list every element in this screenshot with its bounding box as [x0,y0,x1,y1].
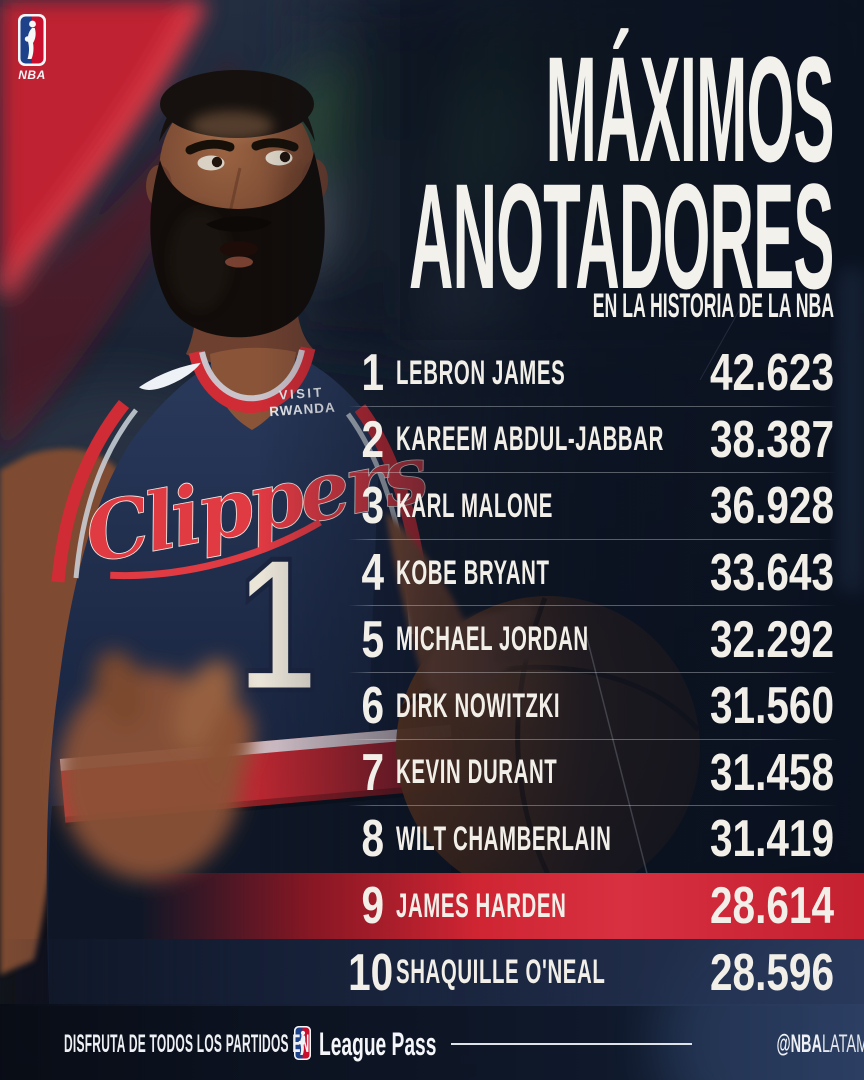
player-name-cell: MICHAEL JORDAN [396,620,589,659]
points-value: 32.292 [709,610,834,669]
rank-number: 3 [361,477,384,536]
nba-league-pass-logo [294,1026,311,1060]
ranking-row-8: 8 WILT CHAMBERLAIN 31.419 [0,806,864,873]
player-left-hand [58,650,254,880]
player-name-cell: WILT CHAMBERLAIN [396,819,612,858]
player-name-cell: KAREEM ABDUL-JABBAR [396,420,664,459]
nike-swoosh-icon [139,362,201,390]
rank-number: 5 [361,610,384,669]
row-divider [348,405,838,407]
ranking-row-10: 10 SHAQUILLE O'NEAL 28.596 [0,939,864,1006]
points-value: 36.928 [709,477,834,536]
rank-number: 8 [361,810,384,869]
nba-logo: NBA [18,14,46,82]
mouth [220,241,258,257]
ranking-row-7: 7 KEVIN DURANT 31.458 [0,740,864,807]
player-name-cell: KARL MALONE [396,486,553,525]
footer-promo-cell: DISFRUTA DE TODOS LOS PARTIDOS EN [64,1030,309,1059]
player-name-cell: SHAQUILLE O'NEAL [396,953,606,992]
footer: DISFRUTA DE TODOS LOS PARTIDOS EN League… [64,1024,864,1064]
points-value: 28.614 [709,877,834,936]
rank-number: 10 [348,943,394,1002]
league-pass-wordmark: League Pass [319,1025,437,1062]
row-divider [348,472,838,474]
eyebrows [185,139,235,155]
rank-number: 4 [361,544,384,603]
ranking-row-1: 1 LEBRON JAMES 42.623 [0,340,864,407]
rank-number: 2 [361,410,384,469]
player-name-cell: KOBE BRYANT [396,553,550,592]
rank-number: 6 [361,677,384,736]
row-divider [348,605,838,607]
ranking-row-3: 3 KARL MALONE 36.928 [0,473,864,540]
points-value: 28.596 [709,943,834,1002]
rank-number: 7 [361,743,384,802]
player-name-cell: LEBRON JAMES [396,353,566,392]
mustache [206,216,272,232]
points-value: 33.643 [709,544,834,603]
player-name-cell: DIRK NOWITZKI [396,686,561,725]
row-divider [348,538,838,540]
ranking-row-5: 5 MICHAEL JORDAN 32.292 [0,606,864,673]
rank-number: 9 [361,877,384,936]
points-value: 42.623 [709,344,834,403]
player-name-cell: KEVIN DURANT [396,753,558,792]
player-name-cell: JAMES HARDEN [396,886,567,925]
highlight-bar [0,872,864,940]
points-value: 31.419 [709,810,834,869]
ranking-row-4: 4 KOBE BRYANT 33.643 [0,540,864,607]
ranking-row-9-highlighted: 9 JAMES HARDEN 28.614 [0,872,864,940]
ranking-row-6: 6 DIRK NOWITZKI 31.560 [0,673,864,740]
ranking-row-2: 2 KAREEM ABDUL-JABBAR 38.387 [0,407,864,474]
nba-logo-text: NBA [18,68,46,82]
row-divider [348,738,838,740]
footer-divider-line [451,1043,692,1045]
points-value: 31.458 [709,743,834,802]
footer-promo-text: DISFRUTA DE TODOS LOS PARTIDOS EN [64,1029,310,1058]
ranking-list: 1 LEBRON JAMES 42.623 2 KAREEM ABDUL-JAB… [0,340,864,1006]
row-divider [348,805,838,807]
social-handle-cell: @NBALATAM [710,1030,864,1059]
social-handle: @NBALATAM [776,1029,864,1058]
row-ten-band [0,939,864,1006]
points-value: 31.560 [709,677,834,736]
points-value: 38.387 [709,410,834,469]
row-divider [348,671,838,673]
league-pass-cell: League Pass [319,1025,437,1063]
rank-number: 1 [361,344,384,403]
